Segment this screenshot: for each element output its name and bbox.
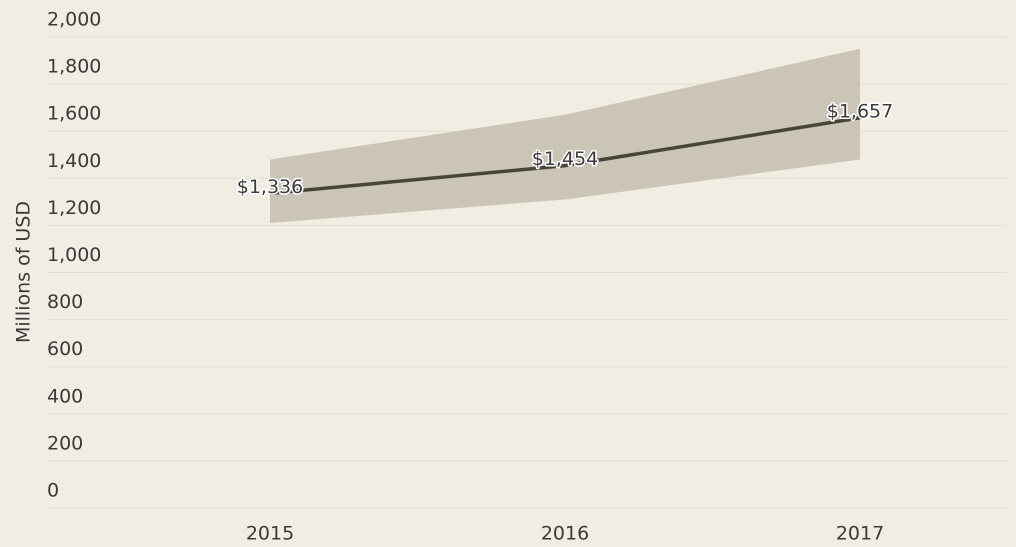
y-axis-label: Millions of USD: [13, 201, 35, 343]
x-tick-label: 2016: [541, 523, 589, 545]
y-tick-label: 200: [47, 432, 83, 454]
value-label: $1,657: [827, 100, 893, 122]
y-tick-label: 800: [47, 291, 83, 313]
confidence-band: [270, 48, 860, 224]
y-tick-label: 1,000: [47, 244, 101, 266]
value-label: $1,454: [532, 148, 598, 170]
y-tick-label: 1,400: [47, 150, 101, 172]
line: [269, 116, 861, 196]
x-tick-label: 2017: [836, 523, 884, 545]
y-tick-label: 1,200: [47, 197, 101, 219]
y-tick-label: 400: [47, 385, 83, 407]
x-tick-label: 2015: [246, 523, 294, 545]
y-tick-label: 1,600: [47, 103, 101, 125]
value-label: $1,336: [237, 176, 303, 198]
y-tick-label: 2,000: [47, 9, 101, 31]
y-tick-label: 600: [47, 338, 83, 360]
y-tick-label: 1,800: [47, 56, 101, 78]
y-tick-label: 0: [47, 480, 59, 502]
